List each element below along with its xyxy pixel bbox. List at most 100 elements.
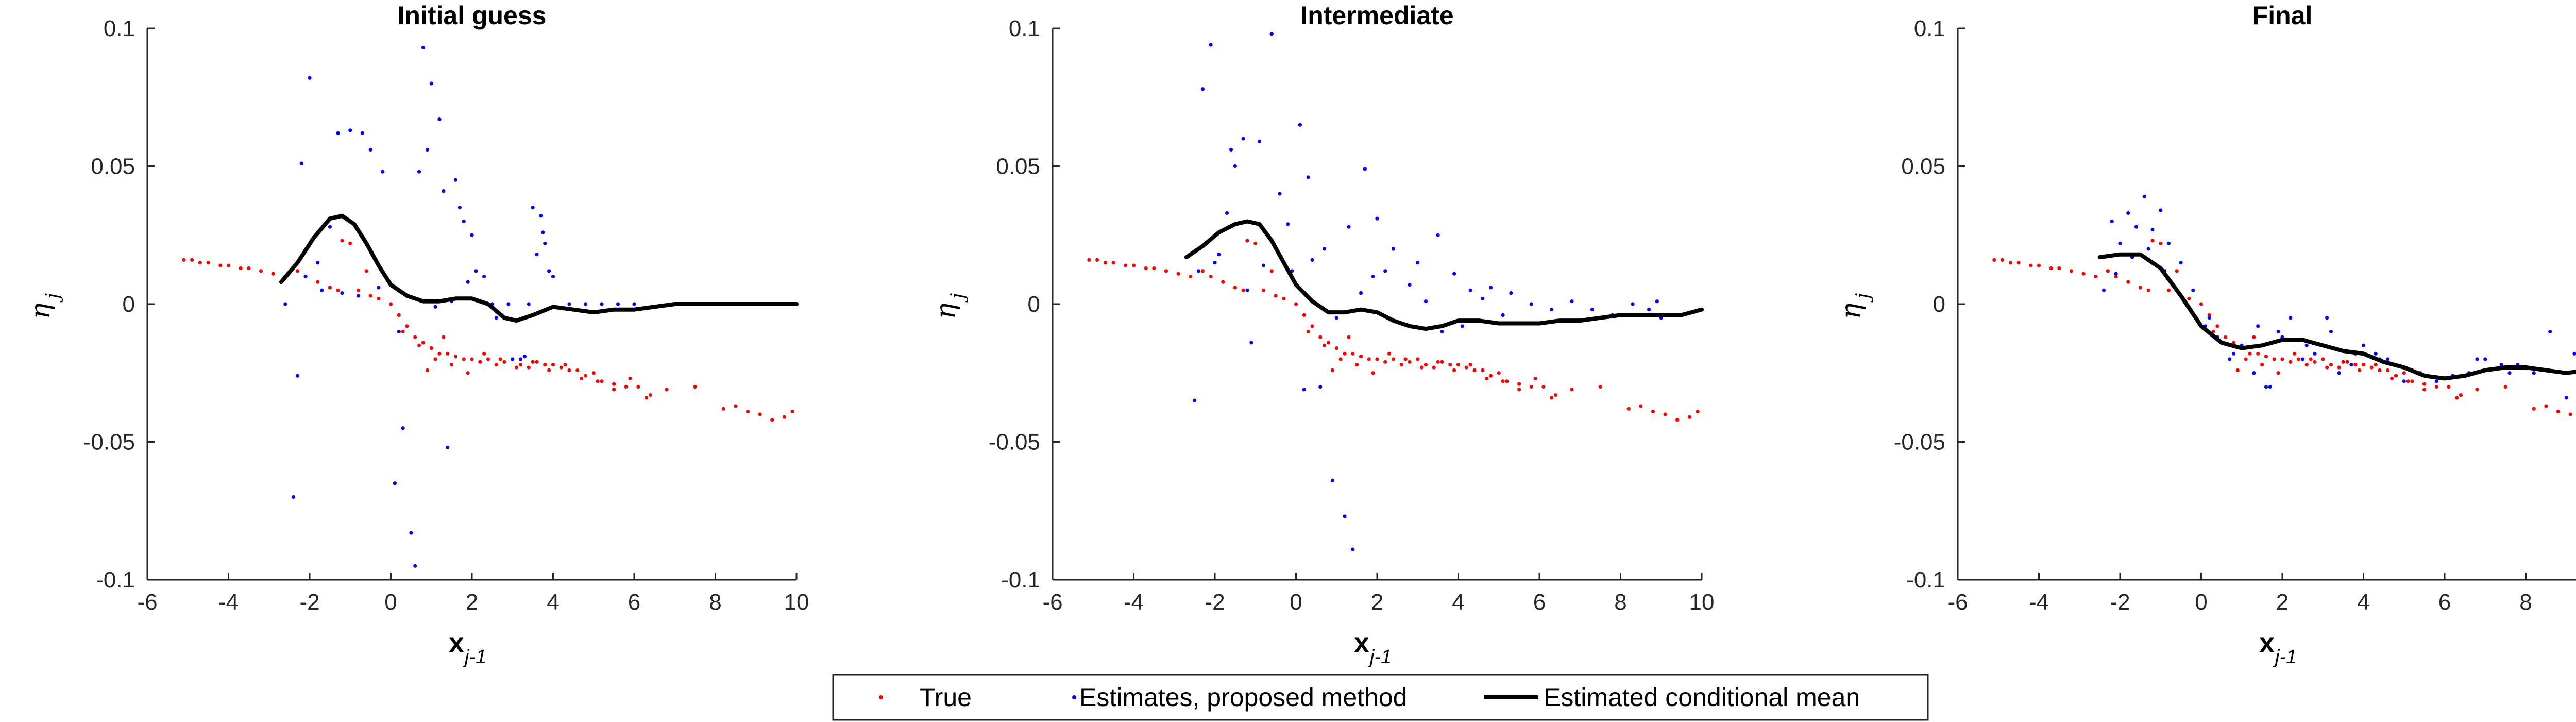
data-point: [1436, 233, 1440, 237]
data-point: [1359, 355, 1363, 359]
data-point: [2475, 357, 2479, 361]
data-point: [1261, 263, 1266, 267]
data-point: [2337, 365, 2341, 370]
conditional-mean-line: [2097, 252, 2576, 381]
data-point: [2049, 266, 2053, 271]
y-tick-label: 0.05: [91, 154, 135, 179]
data-point: [2268, 384, 2272, 389]
data-point: [2503, 384, 2507, 389]
data-point: [1485, 376, 1489, 381]
data-point: [1403, 357, 1408, 361]
data-point: [2329, 363, 2333, 367]
data-point: [2325, 365, 2329, 370]
data-point: [2016, 261, 2021, 265]
data-point: [1087, 258, 1091, 262]
x-tick-label: 2: [466, 590, 478, 615]
data-point: [1497, 371, 1501, 375]
data-point: [397, 329, 401, 334]
data-point: [393, 481, 397, 485]
data-point: [1408, 282, 1412, 287]
data-point: [1399, 363, 1403, 367]
data-point: [494, 363, 498, 367]
data-point: [1351, 547, 1355, 551]
data-point: [2402, 379, 2406, 383]
data-point: [1655, 299, 1659, 304]
data-point: [1383, 360, 1387, 364]
data-point: [466, 280, 470, 284]
data-point: [453, 178, 458, 182]
data-point: [2353, 363, 2358, 367]
data-point: [1221, 280, 1225, 284]
data-point: [388, 302, 393, 306]
data-point: [1124, 263, 1128, 267]
data-point: [1598, 384, 1602, 389]
data-point: [442, 189, 446, 193]
data-point: [1647, 308, 1651, 312]
data-point: [770, 418, 774, 422]
data-point: [2126, 211, 2130, 215]
data-point: [356, 288, 361, 292]
data-point: [2386, 368, 2390, 373]
data-point: [1176, 272, 1180, 276]
data-point: [462, 219, 466, 224]
data-point: [377, 286, 381, 290]
data-point: [429, 346, 433, 350]
data-point: [1233, 164, 1237, 169]
conditional-mean-line: [279, 213, 799, 323]
data-point: [1318, 384, 1323, 389]
x-tick-label: -6: [1042, 590, 1062, 615]
data-point: [2276, 371, 2280, 375]
data-point: [1278, 192, 1282, 196]
data-point: [413, 335, 417, 339]
series-true: [1992, 239, 2572, 416]
data-point: [1501, 313, 1505, 317]
y-tick-label: 0: [1028, 292, 1040, 317]
data-point: [1468, 288, 1472, 292]
x-tick-label: -6: [1947, 590, 1968, 615]
data-point: [1302, 313, 1306, 317]
data-point: [421, 341, 426, 345]
y-tick-label: -0.05: [83, 430, 135, 455]
data-point: [348, 241, 352, 245]
y-tick-label: -0.1: [96, 567, 135, 593]
data-point: [2231, 351, 2236, 356]
data-point: [1253, 241, 1258, 245]
data-point: [1323, 343, 1327, 347]
x-tick-label: -4: [2029, 590, 2049, 615]
data-point: [721, 407, 725, 411]
data-point: [190, 258, 194, 262]
data-point: [1363, 167, 1367, 171]
data-point: [1351, 351, 1355, 356]
data-point: [2358, 368, 2362, 373]
legend: True Estimates, proposed method Estimated …: [832, 674, 1929, 721]
data-point: [1318, 335, 1323, 339]
data-point: [409, 531, 413, 535]
data-point: [2235, 368, 2240, 373]
x-tick-label: -6: [137, 590, 157, 615]
x-tick-label: 8: [1614, 590, 1626, 615]
data-point: [2459, 393, 2463, 397]
data-point: [2296, 357, 2301, 361]
data-point: [1448, 363, 1452, 367]
data-point: [2001, 258, 2005, 262]
data-point: [535, 360, 539, 364]
data-point: [1651, 410, 1655, 414]
data-point: [397, 313, 401, 317]
data-point: [2378, 368, 2382, 373]
x-tick-label: 0: [2195, 590, 2207, 615]
data-point: [2207, 313, 2211, 317]
data-point: [446, 445, 450, 449]
data-point: [665, 388, 669, 392]
y-axis-label-subscript: j: [947, 293, 969, 303]
data-point: [531, 360, 535, 364]
data-point: [2321, 357, 2325, 361]
data-point: [1347, 335, 1351, 339]
data-point: [2114, 274, 2118, 279]
data-point: [2304, 363, 2309, 367]
y-tick-label: -0.1: [1906, 567, 1945, 593]
data-point: [482, 351, 486, 356]
data-point: [600, 302, 604, 306]
data-point: [259, 269, 263, 273]
data-point: [368, 147, 372, 152]
x-tick-label: 4: [1452, 590, 1464, 615]
